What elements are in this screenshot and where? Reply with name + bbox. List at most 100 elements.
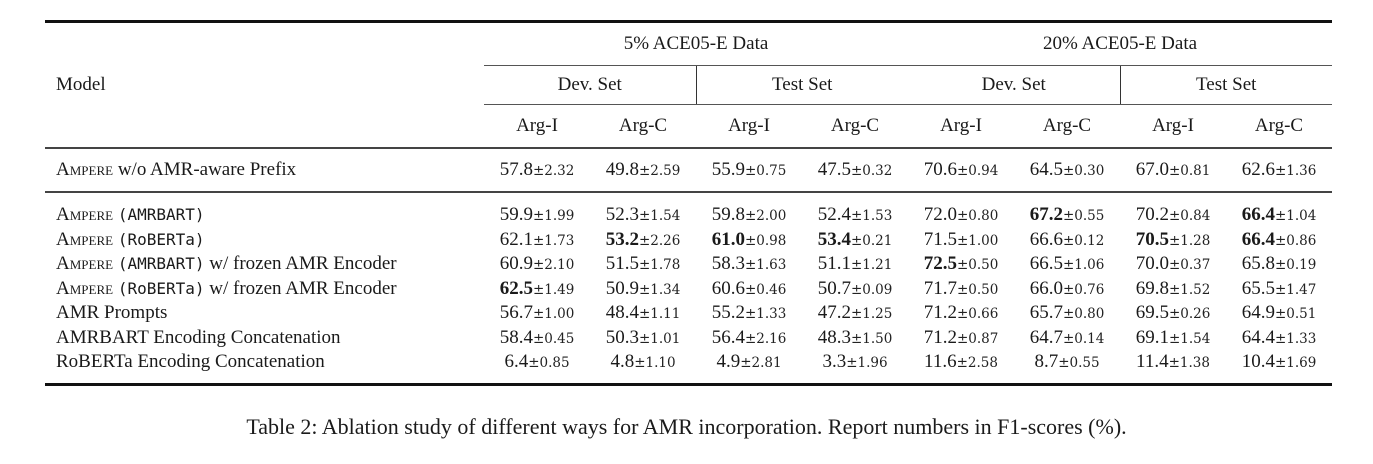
score-value: 62.5 <box>499 277 533 299</box>
score-cell: 72.5±0.50 <box>908 252 1014 277</box>
score-stddev: ±0.14 <box>1062 330 1105 347</box>
score-stddev: ±1.01 <box>638 330 681 347</box>
score-value: 64.9 <box>1241 302 1275 324</box>
score-stddev: ±1.28 <box>1168 232 1211 249</box>
score-value: 56.4 <box>711 326 745 348</box>
model-name: AMR Prompts <box>45 301 484 326</box>
model-name: AMRBART Encoding Concatenation <box>45 326 484 351</box>
model-suffix: w/o AMR-aware Prefix <box>113 159 297 180</box>
score-value: 69.8 <box>1135 277 1169 299</box>
score-cell: 59.8±2.00 <box>696 192 802 228</box>
score-stddev: ±0.45 <box>532 330 575 347</box>
score-cell: 64.4±1.33 <box>1226 326 1332 351</box>
table-row: RoBERTa Encoding Concatenation 6.4±0.85 4.… <box>45 350 1332 384</box>
score-cell: 62.5±1.49 <box>484 277 590 302</box>
set-header-5pct-dev: Dev. Set <box>484 65 696 105</box>
table-row: Ampere (RoBERTa) 62.1±1.73 53.2±2.26 61.0±0… <box>45 228 1332 253</box>
set-header-5pct-test: Test Set <box>695 65 908 105</box>
score-value: 51.5 <box>605 253 639 275</box>
score-stddev: ±2.58 <box>956 355 998 372</box>
table-caption: Table 2: Ablation study of different way… <box>246 414 1127 439</box>
score-cell: 64.9±0.51 <box>1226 301 1332 326</box>
score-value: 65.7 <box>1029 302 1063 324</box>
score-cell: 72.0±0.80 <box>908 192 1014 228</box>
score-stddev: ±0.32 <box>850 163 893 179</box>
score-cell: 69.8±1.52 <box>1120 277 1226 302</box>
score-cell: 61.0±0.98 <box>696 228 802 253</box>
score-stddev: ±0.85 <box>528 355 570 372</box>
score-cell: 70.5±1.28 <box>1120 228 1226 253</box>
score-cell: 51.1±1.21 <box>802 252 908 277</box>
score-cell: 71.2±0.87 <box>908 326 1014 351</box>
metric-header-arg-i: Arg-I <box>940 115 982 136</box>
score-cell: 62.6±1.36 <box>1226 148 1332 192</box>
score-stddev: ±1.21 <box>850 257 893 274</box>
score-value: 64.7 <box>1029 326 1063 348</box>
score-cell: 53.2±2.26 <box>590 228 696 253</box>
score-value: 52.3 <box>605 204 639 226</box>
table-row: Ampere (AMRBART) w/ frozen AMR Encoder 60… <box>45 252 1332 277</box>
score-stddev: ±1.33 <box>1274 330 1317 347</box>
score-value: 62.1 <box>499 228 533 250</box>
score-stddev: ±1.25 <box>850 306 893 323</box>
score-cell: 55.2±1.33 <box>696 301 802 326</box>
score-cell: 70.6±0.94 <box>908 148 1014 192</box>
score-value: 56.7 <box>499 302 533 324</box>
model-prefix: Ampere <box>56 228 114 250</box>
metric-header-arg-i: Arg-I <box>728 115 770 136</box>
score-cell: 69.5±0.26 <box>1120 301 1226 326</box>
score-cell: 66.5±1.06 <box>1014 252 1120 277</box>
model-suffix: AMRBART Encoding Concatenation <box>56 326 341 348</box>
score-value: 70.6 <box>923 159 957 180</box>
set-header-20pct-test: Test Set <box>1119 65 1332 105</box>
score-value: 60.6 <box>711 277 745 299</box>
score-stddev: ±0.84 <box>1168 208 1211 225</box>
score-stddev: ±0.98 <box>744 232 787 249</box>
score-cell: 50.3±1.01 <box>590 326 696 351</box>
score-stddev: ±2.26 <box>638 232 681 249</box>
score-value: 58.4 <box>499 326 533 348</box>
score-cell: 58.3±1.63 <box>696 252 802 277</box>
score-cell: 56.7±1.00 <box>484 301 590 326</box>
score-cell: 66.4±0.86 <box>1226 228 1332 253</box>
score-value: 66.4 <box>1241 228 1275 250</box>
model-prefix: Ampere <box>56 159 114 180</box>
score-cell: 10.4±1.69 <box>1226 350 1332 384</box>
score-stddev: ±1.96 <box>846 355 888 372</box>
model-encoder: (RoBERTa) <box>117 229 205 249</box>
score-value: 8.7 <box>1034 351 1059 373</box>
score-stddev: ±0.46 <box>744 281 787 298</box>
score-stddev: ±2.32 <box>532 163 575 179</box>
score-cell: 48.4±1.11 <box>590 301 696 326</box>
score-cell: 66.0±0.76 <box>1014 277 1120 302</box>
score-stddev: ±0.51 <box>1274 306 1317 323</box>
score-value: 64.5 <box>1029 159 1063 180</box>
score-cell: 65.7±0.80 <box>1014 301 1120 326</box>
score-stddev: ±0.66 <box>956 306 999 323</box>
score-cell: 50.7±0.09 <box>802 277 908 302</box>
score-cell: 65.5±1.47 <box>1226 277 1332 302</box>
score-value: 6.4 <box>504 351 529 373</box>
score-stddev: ±0.87 <box>956 330 999 347</box>
score-value: 71.5 <box>923 228 957 250</box>
score-stddev: ±0.37 <box>1168 257 1211 274</box>
ablation-table: Model 5% ACE05-E Data 20% ACE05-E Data D… <box>45 20 1332 386</box>
score-cell: 11.6±2.58 <box>908 350 1014 384</box>
score-stddev: ±0.76 <box>1062 281 1105 298</box>
score-stddev: ±1.78 <box>638 257 681 274</box>
score-cell: 55.9±0.75 <box>696 148 802 192</box>
score-stddev: ±0.26 <box>1168 306 1211 323</box>
score-stddev: ±0.80 <box>956 208 999 225</box>
score-value: 11.4 <box>1136 351 1169 373</box>
score-stddev: ±0.30 <box>1062 163 1105 179</box>
score-value: 72.0 <box>923 204 957 226</box>
model-suffix: w/ frozen AMR Encoder <box>204 253 397 275</box>
score-cell: 71.2±0.66 <box>908 301 1014 326</box>
score-stddev: ±1.47 <box>1274 281 1317 298</box>
score-value: 49.8 <box>605 159 639 180</box>
score-value: 69.1 <box>1135 326 1169 348</box>
score-value: 60.9 <box>499 253 533 275</box>
score-cell: 56.4±2.16 <box>696 326 802 351</box>
score-value: 53.4 <box>817 228 851 250</box>
score-cell: 48.3±1.50 <box>802 326 908 351</box>
